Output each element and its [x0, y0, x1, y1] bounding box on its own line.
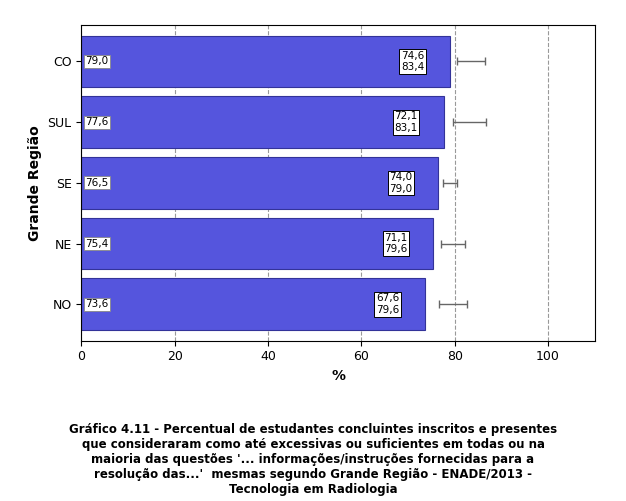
- Bar: [81, 157, 438, 208]
- Y-axis label: Grande Região: Grande Região: [28, 125, 42, 241]
- Text: 75,4: 75,4: [85, 238, 108, 248]
- Text: 71,1
79,6: 71,1 79,6: [384, 233, 408, 255]
- X-axis label: %: %: [331, 369, 345, 383]
- Text: 76,5: 76,5: [85, 178, 108, 188]
- Text: 77,6: 77,6: [85, 117, 108, 127]
- Text: 74,0
79,0: 74,0 79,0: [389, 172, 413, 194]
- Bar: [81, 279, 425, 330]
- Text: 67,6
79,6: 67,6 79,6: [376, 294, 399, 315]
- Text: 72,1
83,1: 72,1 83,1: [394, 111, 418, 133]
- Bar: [81, 96, 443, 148]
- Text: Gráfico 4.11 - Percentual de estudantes concluintes inscritos e presentes
que co: Gráfico 4.11 - Percentual de estudantes …: [69, 423, 557, 496]
- Text: 73,6: 73,6: [85, 299, 108, 309]
- Bar: [81, 36, 450, 87]
- Text: 79,0: 79,0: [85, 57, 108, 67]
- Bar: [81, 218, 433, 270]
- Text: 74,6
83,4: 74,6 83,4: [401, 51, 424, 72]
